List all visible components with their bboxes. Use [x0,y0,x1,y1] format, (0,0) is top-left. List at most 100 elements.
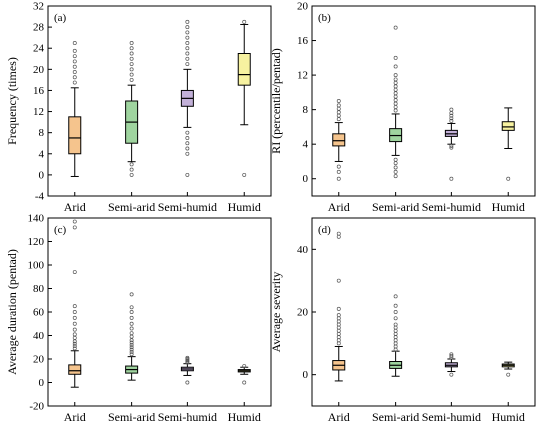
outlier-point [393,165,398,170]
outlier-point [336,338,341,343]
outlier-point [185,30,190,35]
outlier-point [129,77,134,82]
outlier-point [393,87,398,92]
y-tick-label: 0 [39,169,45,181]
y-tick-label: 40 [33,330,45,342]
outlier-point [336,335,341,340]
outlier-point [129,51,134,56]
outlier-point [393,101,398,106]
outlier-point [185,141,190,146]
outlier-point [336,306,341,311]
chart-panel-2: -20 0 20 40 60 80 100 120 140 Average duration (p… [5,213,272,424]
chart-panel-1: 0 4 8 12 16 20 RI (percentile/pentad) (b) Arid Se… [269,1,536,214]
outlier-point [393,108,398,113]
outlier-point [336,176,341,181]
outlier-point [393,316,398,321]
outlier-point [336,234,341,239]
y-tick-label: 8 [303,104,309,116]
y-tick-label: 20 [297,1,309,13]
x-tick-label: Semi-humid [422,410,481,424]
outlier-point [72,219,77,224]
y-tick-label: 40 [297,244,309,256]
outlier-point [129,40,134,45]
outlier-point [72,304,77,309]
outlier-point [393,94,398,99]
outlier-point [129,334,134,339]
box-iqr [237,53,251,86]
outlier-point [449,116,454,121]
x-tick-label: Semi-humid [158,410,217,424]
outlier-point [449,113,454,118]
y-tick-label: 16 [33,85,45,97]
outlier-point [449,176,454,181]
outlier-point [242,172,247,177]
outlier-point [242,19,247,24]
outlier-point [393,91,398,96]
outlier-point [129,305,134,310]
y-tick-label: 12 [297,70,308,82]
outlier-point [129,345,134,350]
y-tick-label: 60 [33,307,45,319]
outlier-point [185,56,190,61]
plot-frame [311,217,536,407]
outlier-point [185,146,190,151]
outlier-point [72,225,77,230]
outlier-point [336,164,341,169]
y-tick-label: 0 [303,173,309,185]
outlier-point [129,292,134,297]
outlier-point [336,113,341,118]
outlier-point [129,315,134,320]
box-iqr [68,364,82,375]
y-tick-label: 8 [39,127,45,139]
outlier-point [336,110,341,115]
outlier-point [185,172,190,177]
outlier-point [72,315,77,320]
y-tick-label: 28 [33,22,45,34]
x-tick-label: Semi-arid [108,200,155,214]
box-2: Semi-humid [422,352,481,424]
plot-frame [47,5,272,197]
outlier-point [393,157,398,162]
outlier-point [393,25,398,30]
outlier-point [449,352,454,357]
outlier-point [185,40,190,45]
x-tick-label: Arid [64,410,86,424]
x-tick-label: Semi-humid [422,200,481,214]
y-tick-label: 24 [33,43,45,55]
box-iqr [68,116,82,155]
outlier-point [72,341,77,346]
outlier-point [185,62,190,67]
box-0: Arid [64,40,86,214]
outlier-point [449,372,454,377]
outlier-point [336,117,341,122]
outlier-point [336,331,341,336]
x-tick-label: Humid [492,200,525,214]
x-tick-label: Semi-arid [372,200,419,214]
outlier-point [393,310,398,314]
panel-label: (c) [54,224,67,236]
outlier-point [129,72,134,77]
box-iqr [332,133,346,147]
outlier-point [185,35,190,40]
y-tick-label: 80 [33,283,45,295]
outlier-point [72,344,77,349]
outlier-point [449,118,454,123]
box-3: Humid [228,364,261,424]
box-2: Semi-humid [422,107,481,214]
x-tick-label: Semi-arid [372,410,419,424]
outlier-point [129,162,134,167]
outlier-point [72,70,77,74]
outlier-point [185,19,190,24]
outlier-point [393,84,398,89]
outlier-point [506,176,511,181]
y-tick-label: 0 [39,377,45,389]
outlier-point [129,56,134,61]
chart-panel-0: -4 0 4 8 12 16 20 24 28 32 Frequency (times) (a) Ari… [5,1,272,214]
outlier-point [72,335,77,340]
outlier-point [336,169,341,174]
outlier-point [72,321,77,326]
outlier-point [72,54,77,59]
y-tick-label: -4 [35,191,45,203]
outlier-point [393,341,398,346]
